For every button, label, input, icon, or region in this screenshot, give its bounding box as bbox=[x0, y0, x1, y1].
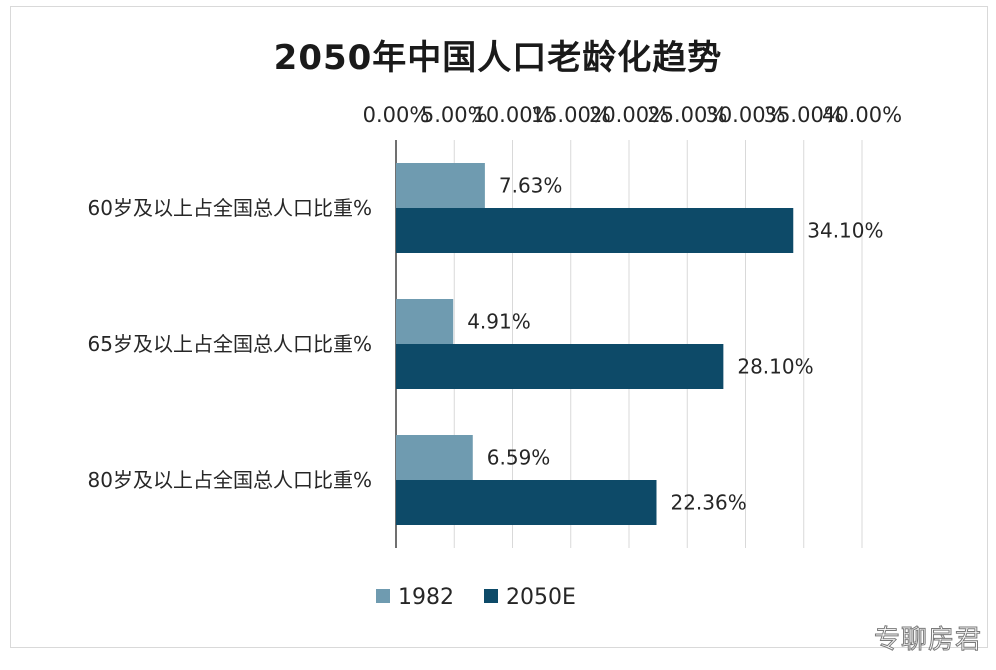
x-tick-label: 25.00% bbox=[647, 103, 727, 127]
data-label: 7.63% bbox=[499, 174, 563, 198]
x-tick-label: 40.00% bbox=[822, 103, 902, 127]
chart-title: 2050年中国人口老龄化趋势 bbox=[273, 38, 723, 78]
legend-swatch-1982 bbox=[376, 589, 390, 603]
watermark: 专聊房君 bbox=[873, 625, 982, 656]
x-tick-label: 5.00% bbox=[421, 103, 488, 127]
data-label: 4.91% bbox=[467, 310, 531, 334]
category-labels: 60岁及以上占全国总人口比重% 65岁及以上占全国总人口比重% 80岁及以上占全国总… bbox=[88, 196, 372, 492]
legend-label: 1982 bbox=[398, 585, 454, 610]
x-axis-tick-labels: 0.00%5.00%10.00%15.00%20.00%25.00%30.00%… bbox=[363, 103, 902, 127]
data-label: 6.59% bbox=[487, 446, 551, 470]
x-tick-label: 15.00% bbox=[531, 103, 611, 127]
data-label: 34.10% bbox=[807, 219, 883, 243]
x-tick-label: 10.00% bbox=[472, 103, 552, 127]
legend: 1982 2050E bbox=[376, 585, 576, 610]
bar-1982-2 bbox=[396, 435, 473, 480]
data-label: 28.10% bbox=[737, 355, 813, 379]
bar-2050E-2 bbox=[396, 480, 657, 525]
category-label: 80岁及以上占全国总人口比重% bbox=[88, 468, 372, 492]
bar-1982-1 bbox=[396, 299, 454, 344]
legend-label: 2050E bbox=[506, 585, 576, 610]
chart-frame bbox=[10, 6, 988, 648]
legend-swatch-2050E bbox=[484, 589, 498, 603]
category-label: 60岁及以上占全国总人口比重% bbox=[88, 196, 372, 220]
category-label: 65岁及以上占全国总人口比重% bbox=[88, 332, 372, 356]
x-tick-label: 0.00% bbox=[363, 103, 430, 127]
bar-2050E-1 bbox=[396, 344, 724, 389]
x-tick-label: 30.00% bbox=[705, 103, 785, 127]
bar-2050E-0 bbox=[396, 208, 794, 253]
bar-1982-0 bbox=[396, 163, 485, 208]
bars: 7.63% 34.10% 4.91% 28.10% 6.59% 22.36% bbox=[396, 163, 884, 525]
data-label: 22.36% bbox=[670, 491, 746, 515]
x-tick-label: 35.00% bbox=[764, 103, 844, 127]
x-tick-label: 20.00% bbox=[589, 103, 669, 127]
